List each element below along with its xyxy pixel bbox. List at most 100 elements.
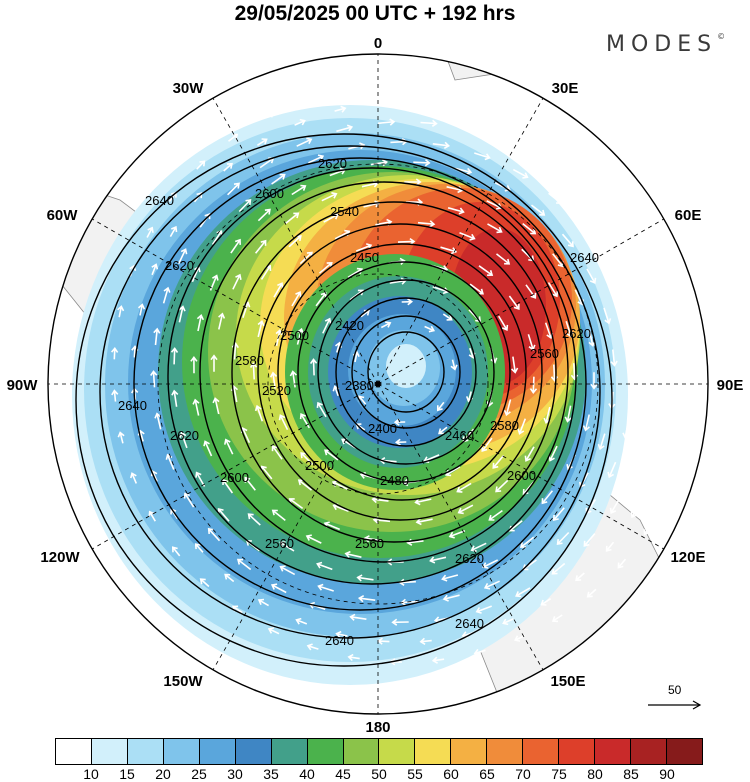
colorbar-level-label: 25: [191, 766, 207, 782]
wind-vector-arrow: [169, 225, 178, 237]
wind-vector-arrow: [294, 118, 306, 126]
colorbar-level-label: 80: [587, 766, 603, 782]
wind-vector-arrow: [285, 212, 300, 224]
wind-vector-arrow: [363, 535, 382, 543]
wind-vector-arrow: [522, 222, 537, 235]
map-title: 29/05/2025 00 UTC + 192 hrs: [234, 2, 516, 25]
wind-vector-arrow: [271, 509, 286, 522]
wind-vector-arrow: [432, 141, 451, 149]
wind-vector-arrow: [424, 325, 436, 333]
wind-vector-arrow: [356, 574, 374, 582]
colorbar-cell: [415, 739, 452, 764]
wind-vector-arrow: [222, 478, 234, 494]
wind-vector-arrow: [601, 219, 613, 234]
wind-vector-arrow: [336, 124, 354, 133]
contour-label: 2620: [318, 156, 347, 171]
wind-vector-arrow: [254, 404, 264, 422]
wind-vector-arrow: [397, 237, 416, 246]
wind-vector-arrow: [640, 294, 649, 311]
colorbar-level-label: 55: [407, 766, 423, 782]
meridian-line: [92, 383, 379, 550]
wind-vector-arrow: [551, 614, 563, 623]
colorbar-level-label: 60: [443, 766, 459, 782]
wind-vector-arrow: [247, 513, 261, 526]
wind-vector-arrow: [295, 617, 308, 625]
contour-label: 2420: [335, 318, 364, 333]
wind-vector-arrow: [663, 302, 671, 315]
wind-vector-arrow: [687, 321, 695, 334]
contour-label: 2380: [345, 378, 374, 393]
wind-vector-arrow: [223, 162, 233, 172]
meridian-line: [377, 218, 664, 385]
wind-vector-arrow: [357, 595, 376, 603]
wind-vector-arrow: [273, 282, 284, 298]
wind-vector-arrow: [629, 379, 638, 397]
colorbar-cell: [91, 739, 128, 764]
wind-vector-arrow: [622, 421, 630, 439]
reference-vector: [648, 700, 702, 710]
wind-vector-arrow: [305, 534, 322, 544]
wind-vector-arrow: [590, 372, 598, 390]
colorbar-level-label: 40: [299, 766, 315, 782]
wind-vector-arrow: [151, 263, 159, 276]
wind-vector-arrow: [342, 83, 356, 91]
wind-vector-arrow: [525, 284, 537, 299]
wind-vector-arrow: [429, 556, 447, 564]
wind-vector-arrow: [597, 433, 606, 451]
wind-vector-arrow: [582, 143, 593, 152]
wind-vector-arrow: [488, 509, 503, 521]
wind-vector-arrow: [617, 558, 627, 569]
wind-vector-arrow: [496, 253, 511, 265]
wind-vector-arrow: [256, 138, 268, 146]
wind-vector-arrow: [547, 119, 559, 127]
wind-vector-arrow: [334, 105, 347, 113]
wind-vector-arrow: [190, 355, 198, 374]
lon-label-180: 180: [365, 719, 390, 735]
wind-vector-arrow: [620, 295, 629, 313]
colorbar-cell: [523, 739, 560, 764]
wind-vector-arrow: [419, 637, 432, 645]
wind-vector-arrow: [224, 573, 235, 583]
wind-vector-arrow: [170, 347, 179, 365]
contour-label: 2600: [507, 468, 536, 483]
contour-label: 2640: [118, 398, 147, 413]
wind-vector-arrow: [669, 344, 677, 357]
wind-vector-arrow: [586, 268, 597, 285]
wind-vector-arrow: [629, 337, 637, 355]
wind-vector-arrow: [146, 226, 154, 238]
wind-vector-arrow: [415, 518, 433, 526]
wind-vector-arrow: [227, 182, 240, 196]
wind-vector-arrow: [663, 487, 671, 499]
wind-vector-arrow: [153, 327, 161, 346]
wind-vector-arrow: [236, 558, 252, 571]
wind-vector-arrow: [624, 254, 635, 271]
wind-vector-arrow: [459, 231, 476, 241]
wind-vector-arrow: [137, 303, 146, 316]
wind-vector-arrow: [511, 356, 519, 374]
wind-vector-arrow: [370, 159, 389, 167]
wind-vector-arrow: [690, 363, 698, 376]
wind-vector-arrow: [583, 533, 596, 547]
wind-vector-arrow: [318, 261, 333, 274]
wind-vector-arrow: [130, 472, 138, 484]
wind-vector-arrow: [473, 648, 486, 656]
wind-vector-arrow: [503, 399, 512, 417]
colorbar-level-label: 45: [335, 766, 351, 782]
wind-vector-arrow: [613, 171, 623, 182]
wind-vector-arrow: [630, 507, 639, 519]
wind-vector-arrow: [515, 587, 531, 598]
wind-vector-arrow: [508, 295, 520, 310]
wind-vector-arrow: [279, 541, 295, 552]
wind-vector-arrow: [547, 282, 559, 298]
wind-vector-arrow: [529, 376, 538, 395]
colorbar-labels: 10 15 20 25 30 35 40 45 50 55 60 65 70 75 80 85 90: [55, 766, 703, 782]
wind-speed-shading: [72, 105, 628, 685]
wind-vector-arrow: [299, 413, 310, 429]
wind-vector-arrow: [349, 613, 367, 621]
wind-vector-arrow: [244, 476, 256, 491]
lon-label-60w: 60W: [47, 207, 79, 224]
wind-vector-arrow: [481, 437, 493, 452]
wind-vector-arrow: [171, 546, 181, 557]
lon-label-120w: 120W: [40, 549, 80, 566]
colorbar-level-label: 15: [119, 766, 135, 782]
